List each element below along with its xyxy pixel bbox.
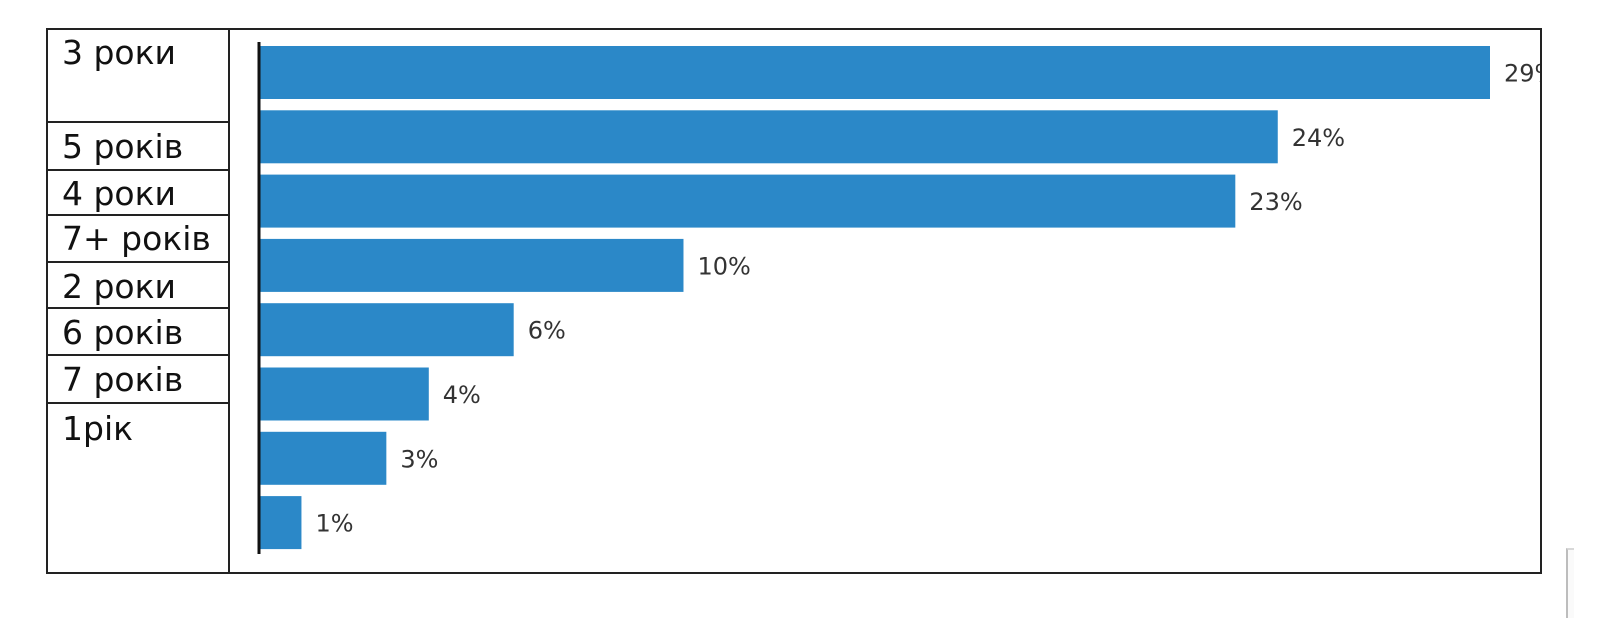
bar-value-label-3: 23%	[1249, 188, 1302, 216]
category-label-6-rokiv: 6 років	[48, 309, 228, 356]
category-label-2-roky: 2 роки	[48, 263, 228, 309]
chart-frame: 3 роки 5 років 4 роки 7+ років 2 роки 6 …	[46, 28, 1542, 574]
category-label-7-rokiv: 7 років	[48, 356, 228, 404]
bar-value-label-1: 29%	[1504, 60, 1540, 88]
bar-value-label-4: 10%	[697, 252, 750, 280]
bar-value-label-6: 4%	[443, 381, 481, 409]
bar-value-label-2: 24%	[1292, 124, 1345, 152]
bar-4	[259, 238, 684, 292]
category-label-column: 3 роки 5 років 4 роки 7+ років 2 роки 6 …	[48, 30, 230, 572]
bar-value-label-5: 6%	[528, 317, 566, 345]
category-label-3-roky: 3 роки	[48, 30, 228, 123]
bar-value-label-8: 1%	[315, 510, 353, 538]
category-label-1-rik: 1рік	[62, 409, 134, 448]
bars-group	[259, 46, 1490, 550]
bar-2	[259, 110, 1278, 164]
bar-1	[259, 46, 1490, 99]
bar-8	[259, 496, 302, 550]
bar-5	[259, 303, 514, 357]
category-label-5-rokiv: 5 років	[48, 123, 228, 171]
window-edge-fragment	[1566, 548, 1574, 618]
category-label-7-plus-rokiv: 7+ років	[48, 216, 228, 263]
bar-3	[259, 174, 1236, 228]
bar-6	[259, 367, 429, 421]
bar-chart-plot: 29% 24% 23% 10% 6% 4% 3% 1%	[257, 42, 1540, 554]
bar-value-label-7: 3%	[400, 445, 438, 473]
bar-value-labels: 29% 24% 23% 10% 6% 4% 3% 1%	[315, 60, 1540, 538]
category-label-4-roky: 4 роки	[48, 171, 228, 216]
bar-7	[259, 431, 387, 485]
